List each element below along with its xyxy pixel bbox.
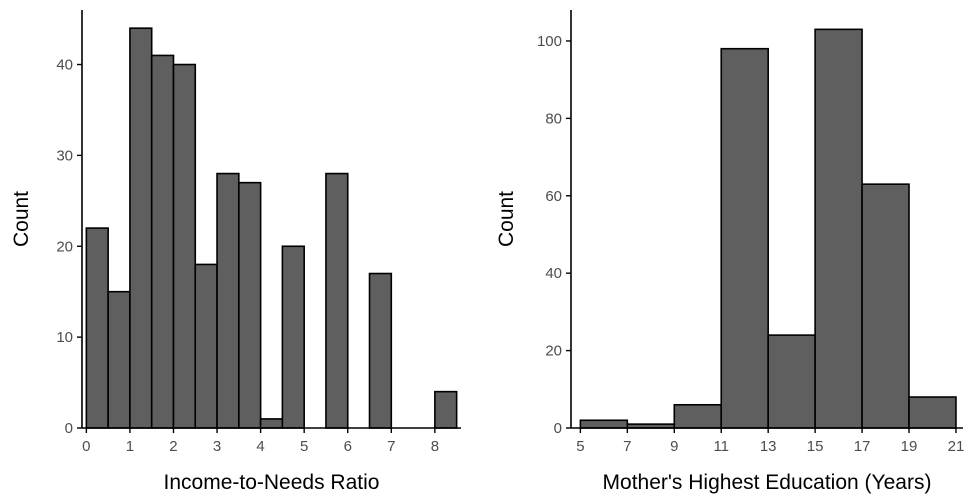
income-bar <box>434 390 458 429</box>
income-x-tick-label: 6 <box>344 438 352 455</box>
education-x-tick-label: 21 <box>948 438 965 455</box>
income-x-tick-label: 4 <box>256 438 264 455</box>
income-x-tick-label: 1 <box>126 438 134 455</box>
income-x-axis-title: Income-to-Needs Ratio <box>164 471 380 494</box>
income-x-tick-label: 8 <box>431 438 439 455</box>
income-bar <box>325 172 349 429</box>
education-bar <box>579 419 629 429</box>
income-histogram-bars <box>85 27 458 429</box>
education-y-tick-label: 40 <box>545 265 562 282</box>
income-x-tick-label: 7 <box>387 438 395 455</box>
income-y-tick-label: 20 <box>56 238 73 255</box>
income-y-tick-label: 10 <box>56 329 73 346</box>
income-x-tick-label: 2 <box>169 438 177 455</box>
education-x-tick-label: 17 <box>854 438 871 455</box>
income-y-axis-title: Count <box>10 191 33 247</box>
income-x-tick-label: 0 <box>82 438 90 455</box>
education-x-tick-label: 5 <box>576 438 584 455</box>
income-bar <box>194 263 218 429</box>
income-x-tick-label: 5 <box>300 438 308 455</box>
income-bar <box>281 245 305 429</box>
income-bar <box>172 63 197 429</box>
income-histogram-panel: 0 10 20 30 40 0 1 2 3 4 5 6 7 8 Income-to-Needs Rati… <box>10 10 461 494</box>
education-y-axis-title: Count <box>495 191 518 247</box>
education-y-axis-ticks: 0 20 40 60 80 100 <box>537 33 571 437</box>
education-bar <box>908 396 957 429</box>
education-y-tick-label: 100 <box>537 33 562 50</box>
education-x-tick-label: 11 <box>713 438 729 455</box>
education-x-tick-label: 19 <box>901 438 918 455</box>
income-bar <box>259 418 284 429</box>
education-x-tick-label: 7 <box>623 438 631 455</box>
income-x-tick-label: 3 <box>213 438 221 455</box>
education-bar <box>767 334 816 429</box>
education-x-tick-label: 15 <box>807 438 824 455</box>
education-x-axis-title: Mother's Highest Education (Years) <box>603 471 932 494</box>
education-bar <box>720 47 769 429</box>
education-x-axis-ticks: 5 7 9 11 13 15 17 19 21 <box>576 428 964 455</box>
income-bar <box>238 181 262 429</box>
income-bar <box>216 172 240 429</box>
education-y-tick-label: 0 <box>554 420 562 437</box>
income-x-axis-ticks: 0 1 2 3 4 5 6 7 8 <box>82 428 439 455</box>
income-bar <box>150 54 175 429</box>
income-y-axis-ticks: 0 10 20 30 40 <box>56 57 82 437</box>
income-bar <box>85 227 109 429</box>
income-y-tick-label: 40 <box>56 57 73 74</box>
education-histogram-panel: 0 20 40 60 80 100 5 7 9 11 13 15 17 19 21 Mother's Hi… <box>495 10 964 494</box>
education-bar <box>861 183 910 429</box>
education-x-tick-label: 9 <box>670 438 678 455</box>
income-bar <box>368 272 393 429</box>
income-bar <box>107 290 131 429</box>
education-y-tick-label: 60 <box>545 188 562 205</box>
income-bar <box>129 27 153 429</box>
education-bar <box>673 403 723 429</box>
education-histogram-bars <box>579 28 957 429</box>
education-bar <box>814 28 863 429</box>
education-y-tick-label: 80 <box>545 110 562 127</box>
education-y-tick-label: 20 <box>545 343 562 360</box>
income-y-tick-label: 0 <box>65 420 73 437</box>
income-y-tick-label: 30 <box>56 147 73 164</box>
education-x-tick-label: 13 <box>760 438 777 455</box>
